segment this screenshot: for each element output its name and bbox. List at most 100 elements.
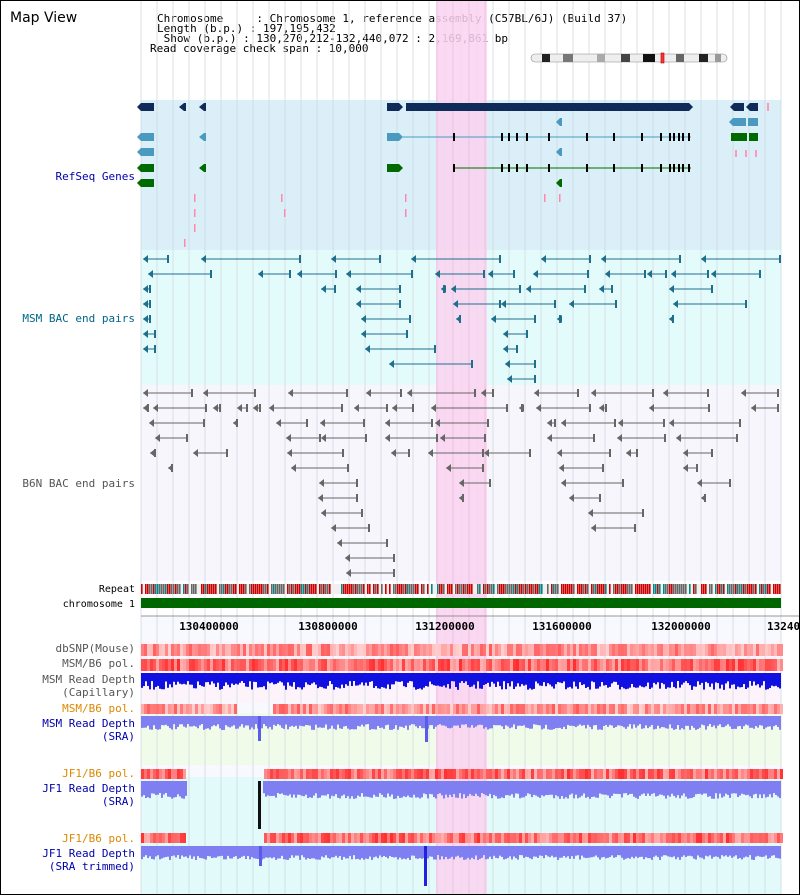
polymorphism-cell [426,644,429,656]
polymorphism-cell [402,769,405,779]
exon-mark [673,164,675,172]
read-depth-bar [757,673,759,685]
repeat-mark [183,584,185,594]
repeat-mark [267,584,269,594]
repeat-mark [297,584,299,594]
repeat-mark [355,584,357,594]
polymorphism-cell [378,659,381,671]
read-depth-bar [553,846,555,858]
exon-mark [508,164,510,172]
read-depth-bar [399,673,401,682]
read-depth-bar [433,781,435,798]
read-depth-bar [365,781,367,797]
read-depth-bar [375,716,377,730]
read-depth-bar [693,846,695,859]
polymorphism-cell [177,644,180,656]
read-depth-bar [469,781,471,794]
polymorphism-cell [780,644,783,656]
polymorphism-cell [270,833,273,843]
bac-end [143,285,148,293]
read-depth-bar [597,716,599,730]
polymorphism-cell [648,644,651,656]
polymorphism-cell [168,769,171,779]
repeat-track[interactable] [141,584,781,594]
read-depth-bar [289,781,291,795]
polymorphism-cell [180,769,183,779]
refseq-genes[interactable] [137,103,769,247]
polymorphism-cell [396,659,399,671]
read-depth-bar [153,846,155,860]
polymorphism-cell [189,644,192,656]
polymorphism-cell [303,704,306,714]
read-depth-bar [175,781,177,798]
polymorphism-cell [315,644,318,656]
polymorphism-cell [270,644,273,656]
read-depth-bar [159,673,161,689]
exon-mark [526,164,528,172]
read-depth-bar [685,781,687,797]
polymorphism-cell [441,769,444,779]
polymorphism-cell [642,704,645,714]
read-depth-bar [679,716,681,730]
polymorphism-cell [609,704,612,714]
read-depth-bar [193,846,195,857]
polymorphism-cell [609,644,612,656]
polymorphism-cell [615,659,618,671]
read-depth-bar [471,781,473,796]
exon-mark [641,133,643,141]
read-depth-bar [699,846,701,858]
read-depth-bar [247,673,249,687]
read-depth-bar [757,716,759,728]
polymorphism-cell [645,704,648,714]
bac-end [516,345,518,353]
repeat-mark [729,584,731,594]
polymorphism-cell [579,659,582,671]
lower-data-tracks[interactable] [141,644,783,886]
polymorphism-cell [693,833,696,843]
read-depth-bar [607,781,609,796]
repeat-mark [487,584,489,594]
polymorphism-cell [339,769,342,779]
chromosome-bar[interactable] [141,598,781,608]
read-depth-bar [623,846,625,860]
polymorphism-cell [774,833,777,843]
repeat-mark [517,584,519,594]
read-depth-bar [291,716,293,726]
read-depth-bar [143,716,145,728]
polymorphism-cell [543,659,546,671]
read-depth-bar [461,716,463,725]
msm-bac-end-pairs[interactable] [143,255,781,383]
read-depth-bar [439,673,441,687]
polymorphism-cell [297,644,300,656]
polymorphism-cell [363,644,366,656]
repeat-mark [225,584,227,594]
repeat-mark [615,584,617,594]
polymorphism-cell [747,659,750,671]
read-depth-bar [431,781,433,795]
read-depth-bar [453,716,455,726]
polymorphism-cell [705,833,708,843]
polymorphism-cell [735,644,738,656]
read-depth-bar [689,716,691,730]
read-depth-bar [369,673,371,682]
polymorphism-cell [564,833,567,843]
polymorphism-cell [441,704,444,714]
polymorphism-cell [624,769,627,779]
read-depth-bar [613,781,615,794]
polymorphism-cell [219,704,222,714]
polymorphism-cell [633,659,636,671]
read-depth-bar [683,781,685,794]
bac-end [664,434,666,442]
read-depth-bar [555,781,557,796]
polymorphism-cell [264,769,267,779]
polymorphism-cell [486,704,489,714]
bac-end [321,509,326,517]
read-depth-bar [685,846,687,858]
read-depth-bar [223,846,225,860]
gene-feature [749,133,758,141]
read-depth-bar [593,846,595,857]
polymorphism-cell [291,644,294,656]
chromosome-ideogram[interactable] [530,52,728,64]
b6n-bac-end-pairs[interactable] [143,389,779,577]
